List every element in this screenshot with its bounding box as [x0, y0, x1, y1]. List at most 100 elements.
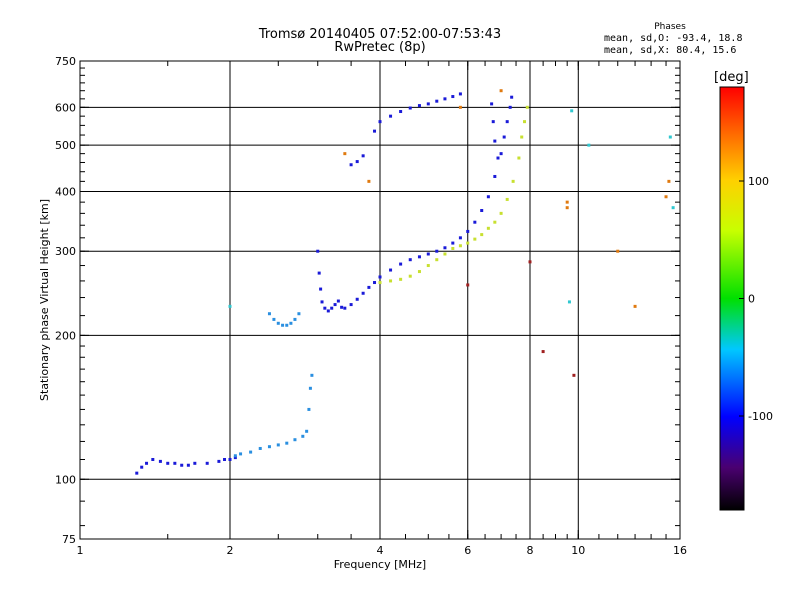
- data-point: [378, 120, 382, 124]
- data-point: [186, 463, 190, 467]
- data-point: [458, 92, 462, 96]
- data-point: [616, 249, 620, 253]
- data-point: [378, 281, 382, 285]
- data-point: [458, 105, 462, 109]
- data-point: [158, 459, 162, 463]
- data-point: [523, 120, 527, 124]
- y-tick-label: 400: [55, 185, 76, 198]
- data-point: [517, 156, 521, 160]
- data-point: [668, 135, 672, 139]
- data-point: [520, 135, 524, 139]
- colorbar-unit-label: [deg]: [714, 70, 749, 85]
- data-point: [443, 246, 447, 250]
- data-point: [499, 89, 503, 93]
- data-point: [378, 275, 382, 279]
- data-point: [426, 264, 430, 268]
- data-point: [272, 317, 276, 321]
- data-point: [355, 160, 359, 164]
- data-point: [451, 241, 455, 245]
- data-point: [293, 438, 297, 442]
- y-tick-label: 300: [55, 245, 76, 258]
- data-point: [399, 110, 403, 114]
- data-point: [502, 135, 506, 139]
- x-tick-label: 2: [227, 544, 234, 557]
- data-point: [505, 120, 509, 124]
- data-point: [525, 105, 529, 109]
- data-point: [367, 179, 371, 183]
- data-point: [417, 270, 421, 274]
- y-tick-labels: 75 100 200 300 400 500 600 750: [55, 55, 76, 546]
- data-point: [399, 262, 403, 266]
- data-point: [426, 252, 430, 256]
- colorbar-tick-label: 0: [748, 293, 755, 306]
- data-point: [443, 97, 447, 101]
- data-point: [239, 452, 243, 456]
- x-tick-label: 16: [673, 544, 687, 557]
- data-point: [305, 429, 309, 433]
- y-tick-label: 100: [55, 473, 76, 486]
- data-point: [349, 163, 353, 167]
- x-axis-label: Frequency [MHz]: [334, 558, 426, 571]
- data-point: [499, 152, 503, 156]
- data-point: [193, 461, 197, 465]
- data-point: [361, 154, 365, 158]
- data-point: [173, 461, 177, 465]
- y-tick-label: 200: [55, 329, 76, 342]
- chart-title: Tromsø 20140405 07:52:00-07:53:43: [258, 27, 502, 42]
- data-point: [340, 305, 344, 309]
- data-point: [361, 291, 365, 295]
- data-point: [528, 260, 532, 264]
- grid-lines: [80, 61, 680, 539]
- data-point: [565, 206, 569, 210]
- x-tick-labels: 1 2 4 6 8 10 16: [77, 544, 688, 557]
- data-point: [499, 211, 503, 215]
- colorbar-tick-label: 100: [748, 175, 769, 188]
- data-point: [633, 304, 637, 308]
- chart-subtitle: RwPretec (8p): [334, 40, 426, 55]
- colorbar-tick-label: -100: [748, 410, 773, 423]
- data-point: [281, 323, 285, 327]
- data-point: [326, 309, 330, 313]
- data-point: [417, 255, 421, 259]
- y-tick-label: 750: [55, 55, 76, 68]
- data-point: [490, 102, 494, 106]
- y-axis-label: Stationary phase Virtual Height [km]: [38, 199, 51, 401]
- data-point: [316, 249, 320, 253]
- data-point: [285, 323, 289, 327]
- x-tick-label: 6: [464, 544, 471, 557]
- data-point: [473, 220, 477, 224]
- data-point: [267, 445, 271, 449]
- data-point: [667, 179, 671, 183]
- y-tick-label: 500: [55, 139, 76, 152]
- data-point: [373, 281, 377, 285]
- data-point: [435, 249, 439, 253]
- data-point: [508, 105, 512, 109]
- data-point: [486, 226, 490, 230]
- data-point: [511, 179, 515, 183]
- data-point: [399, 277, 403, 281]
- data-point: [426, 102, 430, 106]
- data-point: [567, 300, 571, 304]
- data-point: [493, 174, 497, 178]
- data-point: [217, 459, 221, 463]
- phase-o-stats: mean, sd,O: -93.4, 18.8: [604, 33, 743, 44]
- data-point: [258, 446, 262, 450]
- data-point: [249, 450, 253, 454]
- data-point: [140, 465, 144, 469]
- data-point: [267, 312, 271, 316]
- data-point: [570, 109, 574, 113]
- data-point: [458, 236, 462, 240]
- x-tick-label: 8: [527, 544, 534, 557]
- data-point: [333, 303, 337, 307]
- data-point: [671, 206, 675, 210]
- data-point: [293, 317, 297, 321]
- data-point: [491, 120, 495, 124]
- data-point: [389, 114, 393, 118]
- data-point: [297, 312, 301, 316]
- data-point: [145, 461, 149, 465]
- data-point: [323, 306, 327, 310]
- data-points: [135, 89, 675, 475]
- x-tick-label: 10: [571, 544, 585, 557]
- data-point: [389, 279, 393, 283]
